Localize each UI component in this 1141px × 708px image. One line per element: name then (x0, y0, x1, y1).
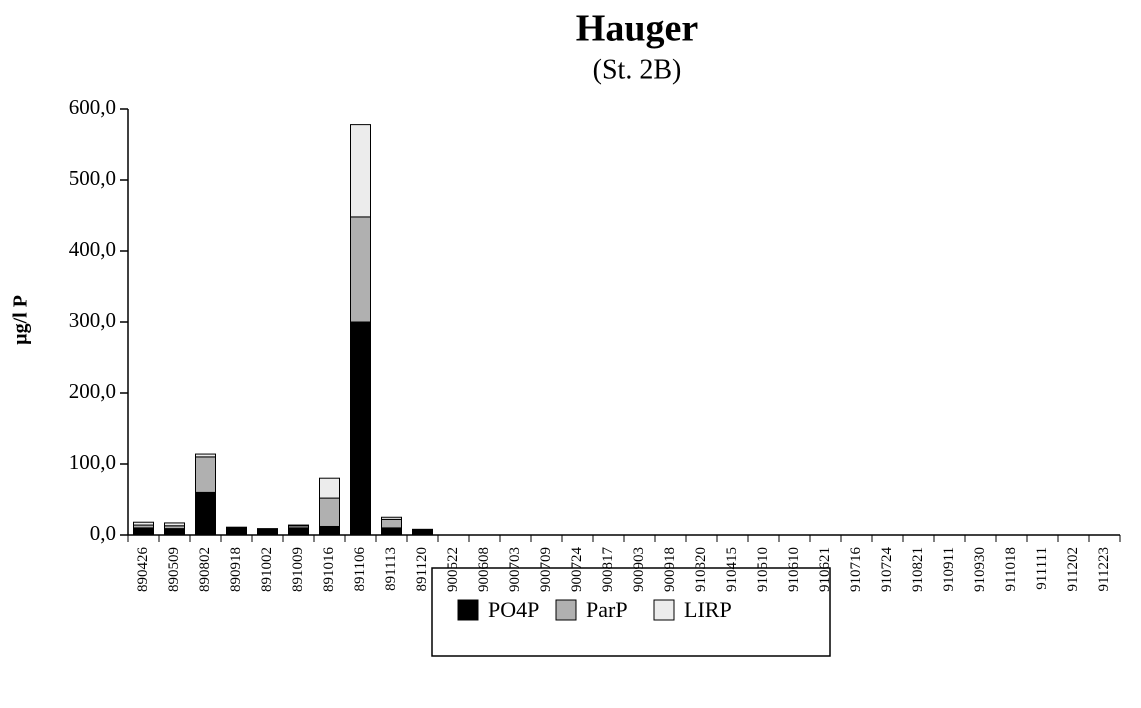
x-tick-label: 900709 (538, 547, 554, 592)
x-tick-label: 910610 (786, 547, 802, 592)
legend-label: PO4P (488, 597, 539, 622)
x-tick-label: 891113 (383, 547, 399, 591)
x-tick-label: 910911 (941, 547, 957, 591)
bar-segment (350, 124, 371, 218)
bar-segment (319, 525, 340, 536)
x-tick-label: 910821 (910, 547, 926, 592)
y-tick-label: 600,0 (69, 95, 116, 119)
bar-segment (412, 528, 433, 531)
bar-segment (164, 528, 185, 536)
x-tick-label: 911111 (1034, 547, 1050, 590)
bar-segment (195, 491, 216, 536)
x-tick-label: 900903 (631, 547, 647, 592)
bar-segment (288, 527, 309, 536)
bar-segment (195, 453, 216, 458)
legend-box (431, 567, 831, 657)
bar-segment (257, 528, 278, 536)
legend-swatch (653, 599, 675, 621)
y-tick-label: 200,0 (69, 379, 116, 403)
bar-segment (412, 529, 433, 536)
x-tick-label: 890426 (135, 547, 151, 593)
y-tick-label: 500,0 (69, 166, 116, 190)
x-tick-label: 900703 (507, 547, 523, 592)
x-tick-label: 891002 (259, 547, 275, 592)
x-tick-label: 900522 (445, 547, 461, 592)
x-tick-label: 900608 (476, 547, 492, 592)
bar-segment (350, 321, 371, 536)
bar-segment (288, 524, 309, 527)
bar-segment (133, 527, 154, 536)
x-tick-label: 890509 (166, 547, 182, 592)
x-tick-label: 911018 (1003, 547, 1019, 591)
x-tick-label: 911202 (1065, 547, 1081, 591)
chart-title: Hauger (576, 8, 699, 50)
chart-subtitle: (St. 2B) (593, 54, 682, 85)
x-tick-label: 910930 (972, 547, 988, 592)
bar-segment (381, 527, 402, 536)
bar-segment (257, 528, 278, 530)
y-tick-label: 100,0 (69, 450, 116, 474)
legend-label: LIRP (684, 597, 732, 622)
bar-segment (195, 456, 216, 493)
x-tick-label: 891106 (352, 547, 368, 592)
bar-segment (381, 518, 402, 529)
x-tick-label: 891120 (414, 547, 430, 591)
legend-swatch (457, 599, 479, 621)
x-tick-label: 891009 (290, 547, 306, 592)
x-tick-label: 890918 (228, 547, 244, 592)
bar-segment (226, 526, 247, 529)
x-tick-label: 910724 (879, 547, 895, 593)
bar-segment (319, 477, 340, 499)
x-tick-label: 900724 (569, 547, 585, 593)
y-tick-label: 400,0 (69, 237, 116, 261)
y-tick-label: 0,0 (90, 521, 116, 545)
bar-segment (164, 522, 185, 527)
x-tick-label: 891016 (321, 547, 337, 593)
bar-segment (319, 497, 340, 527)
x-tick-label: 910415 (724, 547, 740, 592)
legend-swatch (555, 599, 577, 621)
y-tick-label: 300,0 (69, 308, 116, 332)
x-tick-label: 910320 (693, 547, 709, 592)
y-axis-label: µg/l P (10, 295, 32, 345)
x-tick-label: 900817 (600, 547, 616, 593)
x-tick-label: 900918 (662, 547, 678, 592)
x-tick-label: 910716 (848, 547, 864, 593)
x-tick-label: 911223 (1096, 547, 1112, 591)
legend-label: ParP (586, 597, 628, 622)
bar-segment (381, 516, 402, 520)
x-tick-label: 910621 (817, 547, 833, 592)
bar-segment (133, 521, 154, 526)
x-tick-label: 910510 (755, 547, 771, 592)
x-tick-label: 890802 (197, 547, 213, 592)
bar-segment (226, 527, 247, 536)
bar-segment (350, 216, 371, 323)
